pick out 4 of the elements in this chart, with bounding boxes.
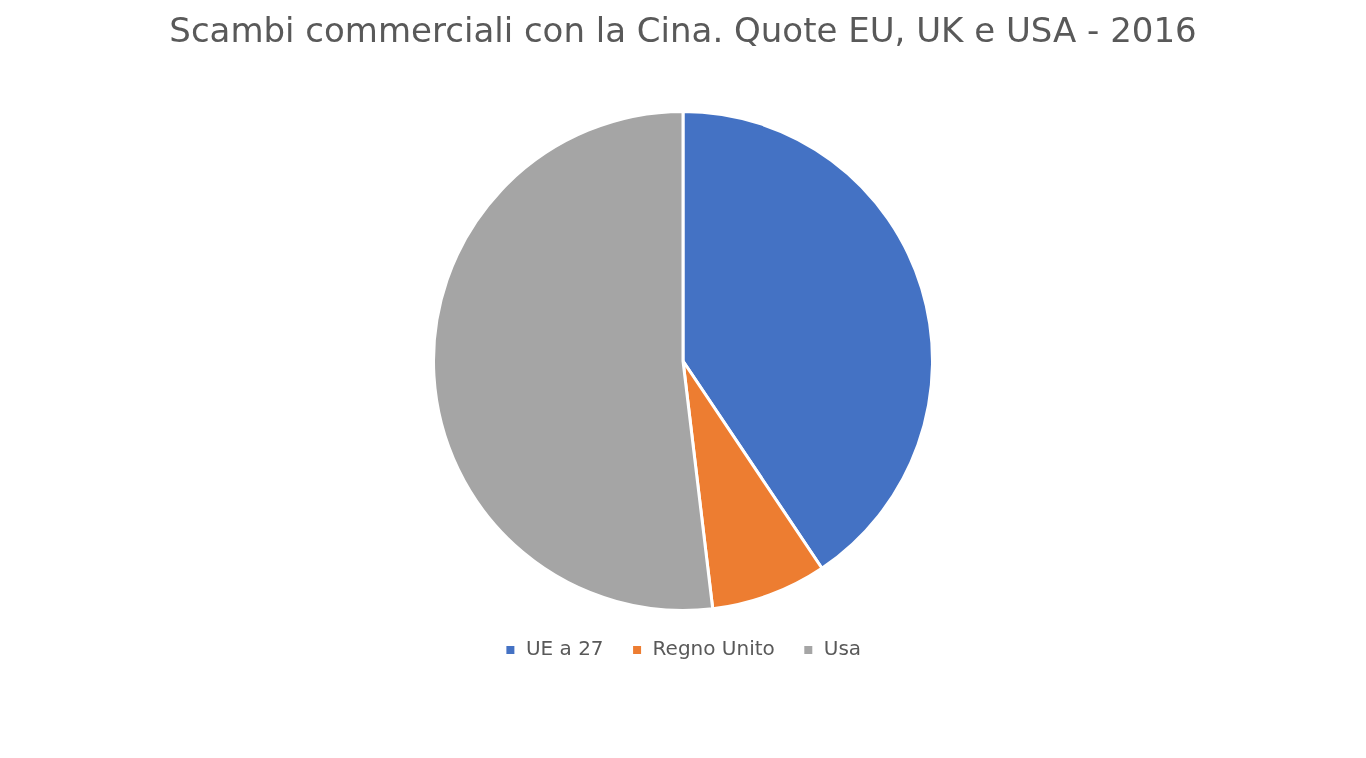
legend-label: UE a 27 xyxy=(525,636,604,661)
chart-title: Scambi commerciali con la Cina. Quote EU, UK e USA - 2016 xyxy=(168,10,1198,50)
legend-label: Usa xyxy=(823,636,862,661)
legend-label: Regno Unito xyxy=(652,636,775,661)
